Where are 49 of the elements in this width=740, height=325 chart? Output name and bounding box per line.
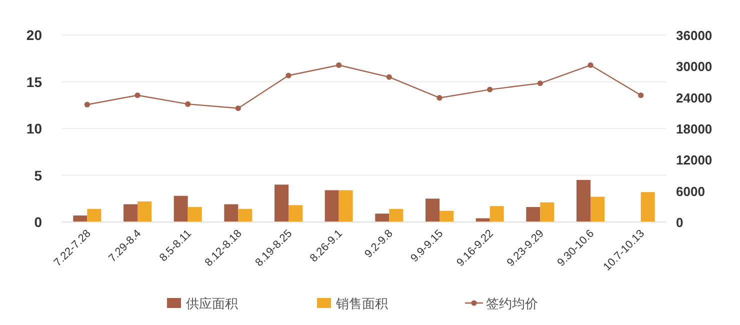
bar: [288, 205, 302, 222]
bar: [526, 207, 540, 222]
legend-label: 供应面积: [186, 296, 238, 311]
bar: [274, 184, 288, 222]
bar: [188, 207, 202, 222]
bar: [540, 202, 554, 222]
y2-tick-label: 0: [676, 215, 684, 230]
bar: [490, 206, 504, 222]
legend-label: 签约均价: [486, 296, 538, 311]
point: [286, 72, 292, 78]
bar: [73, 215, 88, 222]
bar: [238, 208, 252, 222]
bar: [375, 214, 390, 222]
y-tick-label: 5: [34, 167, 42, 184]
bar: [124, 204, 138, 222]
y-tick-label: 20: [26, 27, 42, 43]
y2-tick-label: 6000: [676, 184, 705, 199]
point: [134, 92, 140, 98]
y-tick-label: 10: [26, 120, 42, 136]
bar: [224, 204, 238, 222]
point: [436, 95, 442, 101]
y-tick-label: 15: [26, 74, 42, 90]
y2-tick-label: 12000: [676, 152, 712, 168]
point: [487, 86, 493, 92]
point: [84, 102, 90, 108]
point: [638, 92, 644, 98]
y2-tick-label: 30000: [676, 59, 712, 74]
bar: [640, 192, 655, 222]
bar: [338, 190, 353, 222]
y2-tick-label: 18000: [676, 122, 712, 136]
point: [588, 62, 594, 68]
point: [235, 105, 241, 112]
bar: [174, 196, 188, 222]
point: [386, 74, 392, 80]
point: [185, 101, 191, 107]
point: [537, 80, 543, 86]
bar: [87, 208, 102, 222]
bar: [426, 198, 440, 222]
point: [336, 62, 342, 68]
y-tick-label: 0: [34, 214, 42, 230]
y2-tick-label: 36000: [676, 28, 712, 43]
bar: [138, 201, 152, 222]
legend-label: 销售面积: [335, 296, 388, 311]
bar: [440, 210, 454, 222]
bar: [590, 196, 604, 222]
bar: [389, 208, 404, 222]
bar: [324, 190, 339, 222]
y2-tick-label: 24000: [676, 90, 712, 106]
bar: [576, 180, 590, 222]
